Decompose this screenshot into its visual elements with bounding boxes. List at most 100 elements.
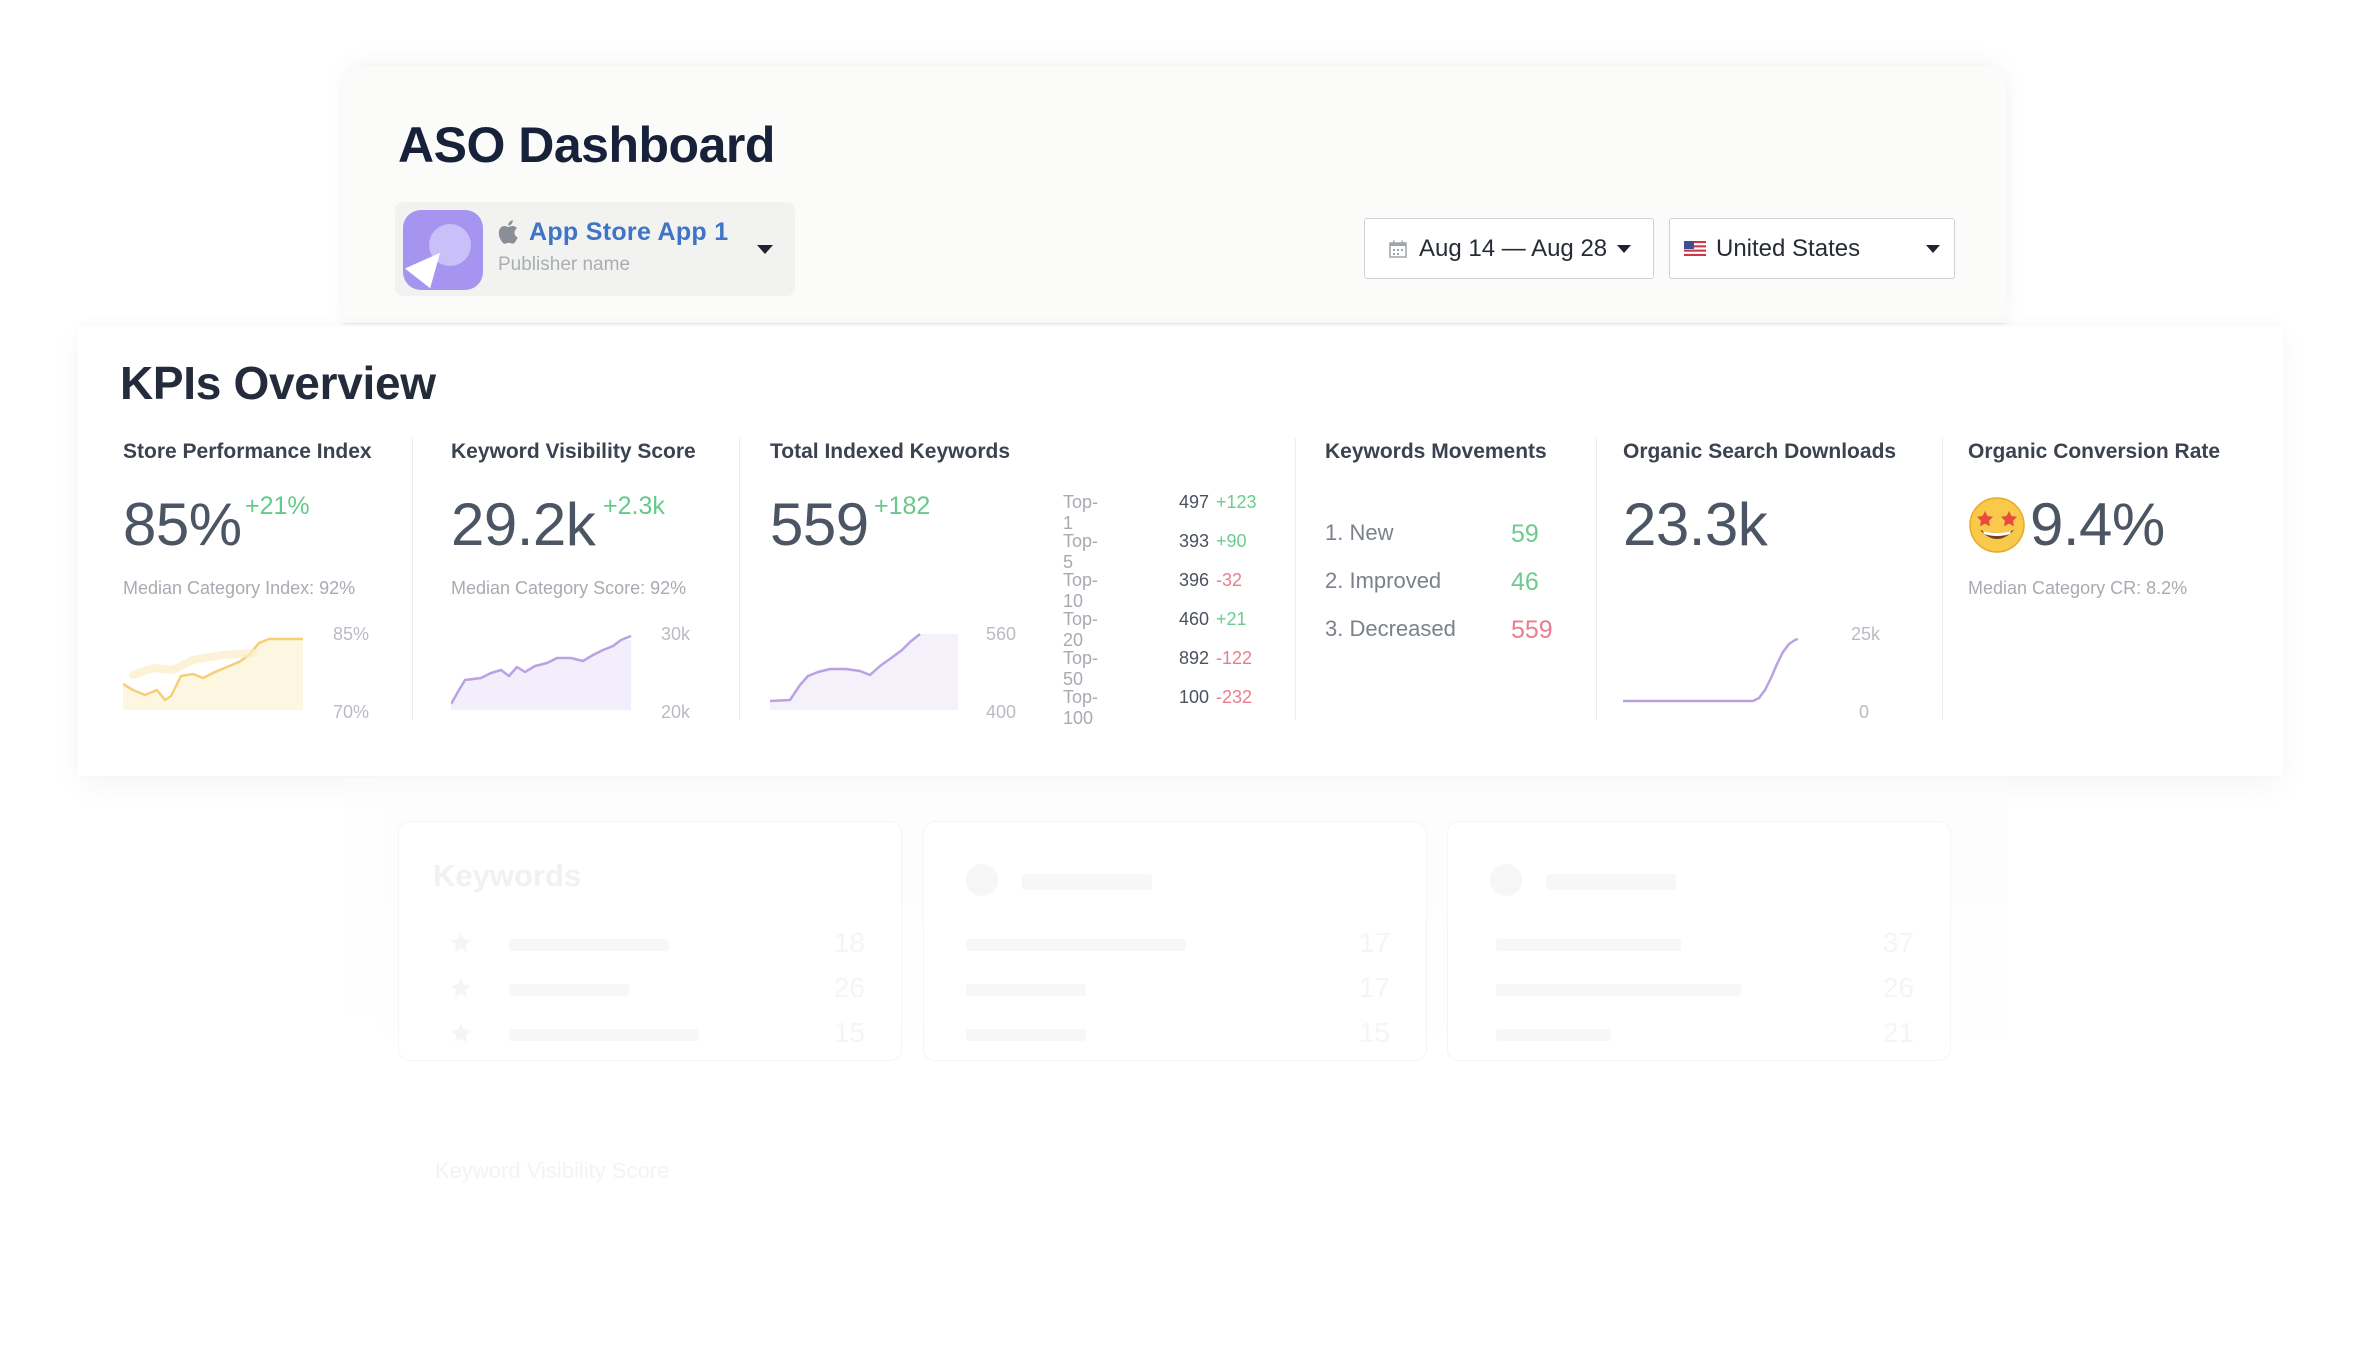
page-title: ASO Dashboard	[398, 117, 775, 173]
sparkline-chart	[451, 634, 632, 710]
app-selector[interactable]: App Store App 1 Publisher name	[395, 202, 795, 296]
placeholder-bar	[966, 984, 1086, 996]
chevron-down-icon	[1617, 245, 1631, 253]
star-struck-emoji-icon	[1969, 497, 2025, 553]
list-item: 15	[399, 1017, 901, 1048]
count-value: 21	[1882, 1017, 1914, 1048]
kpi-keyword-visibility[interactable]: Keyword Visibility Score 29.2k +2.3k Med…	[451, 440, 751, 740]
movement-value: 559	[1511, 616, 1553, 644]
top-label: Top-100	[1063, 687, 1099, 728]
kpi-value: 9.4%	[2030, 491, 2165, 558]
keywords-card[interactable]: Keywords 18 26 15	[398, 821, 902, 1061]
top-delta: +123	[1216, 492, 1257, 512]
keywords-card[interactable]: 17 17 15	[923, 821, 1427, 1061]
country-label: United States	[1716, 235, 1861, 262]
placeholder-bar	[1546, 874, 1676, 890]
top-value: 100	[1179, 687, 1210, 707]
placeholder-bar	[1496, 939, 1681, 951]
kpi-title: Total Indexed Keywords	[770, 440, 1010, 463]
kpi-value: 23.3k	[1623, 491, 1768, 558]
top-label: Top-5	[1063, 531, 1099, 572]
arrow-down-icon	[1490, 864, 1522, 896]
section-title: KPIs Overview	[120, 357, 436, 409]
count-value: 15	[833, 1017, 865, 1048]
top-label: Top-10	[1063, 570, 1099, 611]
card-title: Keywords	[433, 858, 582, 893]
divider	[1596, 438, 1597, 720]
movement-label: 3. Decreased	[1325, 616, 1456, 641]
placeholder-bar	[509, 939, 669, 951]
placeholder-bar	[966, 939, 1186, 951]
list-item: 37	[1448, 927, 1950, 958]
divider	[1295, 438, 1296, 720]
count-value: 26	[1882, 972, 1914, 1003]
kpi-median: Median Category Index: 92%	[123, 578, 356, 598]
axis-min-label: 70%	[333, 702, 370, 722]
count-value: 17	[1358, 972, 1390, 1003]
axis-min-label: 20k	[661, 702, 691, 722]
kpi-median: Median Category Score: 92%	[451, 578, 687, 598]
kpis-overview-panel: KPIs Overview Store Performance Index 85…	[78, 326, 2283, 776]
chevron-down-icon[interactable]	[757, 245, 773, 254]
top-positions-list: Top-1 497 +123 Top-5 393 +90 Top-10 396 …	[1063, 492, 1303, 732]
kpi-keywords-movements[interactable]: Keywords Movements 1. New 59 2. Improved…	[1325, 440, 1585, 740]
kpi-organic-conversion-rate[interactable]: Organic Conversion Rate 9.4% Median Cate…	[1968, 440, 2258, 740]
top-delta: -122	[1216, 648, 1253, 668]
count-value: 37	[1882, 927, 1914, 958]
top-delta: -32	[1216, 570, 1243, 590]
star-icon	[451, 1023, 471, 1043]
movement-value: 59	[1511, 520, 1539, 548]
divider	[739, 438, 740, 720]
date-range-picker[interactable]: Aug 14 — Aug 28	[1364, 218, 1654, 279]
top-delta: +21	[1216, 609, 1247, 629]
axis-max-label: 30k	[661, 624, 691, 644]
kpi-delta: +182	[874, 492, 931, 520]
movement-label: 1. New	[1325, 520, 1394, 545]
axis-max-label: 560	[986, 624, 1017, 644]
axis-min-label: 0	[1859, 702, 1870, 722]
kpi-total-indexed-keywords[interactable]: Total Indexed Keywords 559 +182 560 400 …	[770, 440, 1310, 740]
kpi-median: Median Category CR: 8.2%	[1968, 578, 2188, 598]
app-name: App Store App 1	[529, 218, 729, 246]
placeholder-bar	[1496, 984, 1741, 996]
placeholder-bar	[1022, 874, 1152, 890]
count-value: 15	[1358, 1017, 1390, 1048]
kpi-value: 559	[770, 491, 869, 558]
divider	[412, 438, 413, 720]
list-item: 15	[924, 1017, 1426, 1048]
dashboard-header: ASO Dashboard App Store App 1 Publisher …	[343, 66, 2007, 324]
top-label: Top-20	[1063, 609, 1099, 650]
us-flag-icon	[1684, 241, 1706, 256]
kpi-organic-search-downloads[interactable]: Organic Search Downloads 23.3k 25k 0	[1623, 440, 1923, 740]
count-value: 18	[833, 927, 865, 958]
top-value: 497	[1179, 492, 1210, 512]
divider	[1942, 438, 1943, 720]
count-value: 17	[1358, 927, 1390, 958]
sparkline-chart	[1623, 637, 1799, 703]
kpi-delta: +2.3k	[603, 492, 665, 520]
movement-label: 2. Improved	[1325, 568, 1442, 593]
kpi-title: Keywords Movements	[1325, 440, 1547, 463]
star-icon	[451, 933, 471, 953]
placeholder-bar	[509, 1029, 699, 1041]
kpi-store-performance[interactable]: Store Performance Index 85% +21% Median …	[123, 440, 423, 740]
list-item: 17	[924, 927, 1426, 958]
list-item: 18	[399, 927, 901, 958]
placeholder-bar	[1496, 1029, 1611, 1041]
kpi-value: 29.2k	[451, 491, 596, 558]
publisher-name: Publisher name	[498, 254, 631, 275]
kpi-delta: +21%	[245, 492, 310, 520]
keywords-card[interactable]: 37 26 21	[1447, 821, 1951, 1061]
kpi-title: Store Performance Index	[123, 440, 372, 463]
count-value: 26	[833, 972, 865, 1003]
keywords-section: Keywords 18 26 15 17	[343, 778, 2007, 1068]
top-delta: +90	[1216, 531, 1247, 551]
list-item: 26	[399, 972, 901, 1003]
country-select[interactable]: United States	[1669, 218, 1955, 279]
calendar-icon	[1389, 240, 1407, 258]
top-value: 393	[1179, 531, 1210, 551]
list-item: 26	[1448, 972, 1950, 1003]
top-label: Top-1	[1063, 492, 1099, 533]
kpi-title: Organic Search Downloads	[1623, 440, 1897, 463]
